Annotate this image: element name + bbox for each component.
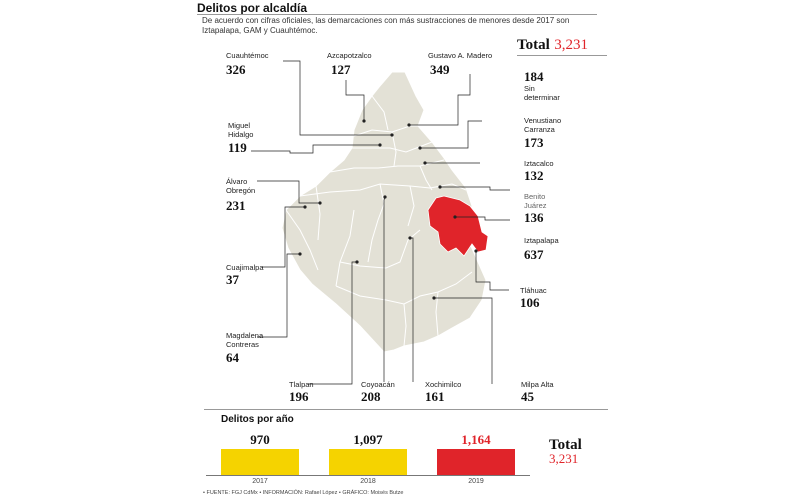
value-coyoacan: 208 <box>361 389 381 404</box>
value-azcapotzalco: 127 <box>331 62 351 77</box>
label-benito-juarez: Benito Juárez <box>524 192 547 210</box>
bar-year-2019: 2019 <box>468 478 484 485</box>
value-cuauhtemoc: 326 <box>226 62 246 77</box>
value-sin-determinar: 184 <box>524 69 544 84</box>
value-tlahuac: 106 <box>520 295 540 310</box>
bar-chart-axis <box>206 475 530 476</box>
label-cuajimalpa: Cuajimalpa <box>226 263 264 272</box>
value-alvaro-obregon: 231 <box>226 198 246 213</box>
label-tlahuac: Tláhuac <box>520 286 547 295</box>
value-gam: 349 <box>430 62 450 77</box>
value-milpa-alta: 45 <box>521 389 534 404</box>
total-divider <box>517 55 607 56</box>
year-total: Total 3,231 <box>549 437 582 467</box>
district-borders <box>285 95 473 347</box>
total-value: 3,231 <box>554 37 588 53</box>
label-magdalena-contreras: Magdalena Contreras <box>226 331 264 349</box>
value-venustiano-carranza: 173 <box>524 135 544 150</box>
label-iztacalco: Iztacalco <box>524 159 554 168</box>
value-cuajimalpa: 37 <box>226 272 239 287</box>
label-milpa-alta: Milpa Alta <box>521 380 554 389</box>
label-miguel-hidalgo: Miguel Hidalgo <box>228 121 254 139</box>
label-azcapotzalco: Azcapotzalco <box>327 51 372 60</box>
value-iztapalapa: 637 <box>524 247 544 262</box>
label-venustiano-carranza: Venustiano Carranza <box>524 116 562 134</box>
bar-value-2018: 1,097 <box>353 432 383 447</box>
iztapalapa-highlight <box>427 195 489 257</box>
page-title: Delitos por alcaldía <box>197 1 308 15</box>
label-iztapalapa: Iztapalapa <box>524 236 559 245</box>
leader-dots <box>298 119 478 300</box>
label-tlalpan: Tlalpan <box>289 380 314 389</box>
bar-2018 <box>329 449 407 475</box>
value-iztacalco: 132 <box>524 168 544 183</box>
subtitle: De acuerdo con cifras oficiales, las dem… <box>202 16 570 35</box>
year-chart-title: Delitos por año <box>221 414 294 425</box>
value-miguel-hidalgo: 119 <box>228 140 247 155</box>
total-label: Total <box>517 37 550 53</box>
section-divider <box>204 409 608 410</box>
value-magdalena-contreras: 64 <box>226 350 239 365</box>
year-total-label: Total <box>549 437 582 453</box>
value-tlalpan: 196 <box>289 389 309 404</box>
label-cuauhtemoc: Cuauhtémoc <box>226 51 269 60</box>
title-divider <box>197 14 597 15</box>
value-xochimilco: 161 <box>425 389 445 404</box>
bar-value-2019: 1,164 <box>461 432 491 447</box>
label-xochimilco: Xochimilco <box>425 380 462 389</box>
footer-credits: • FUENTE: FGJ CdMx • INFORMACIÓN: Rafael… <box>203 490 404 496</box>
bar-value-2017: 970 <box>250 432 270 447</box>
value-benito-juarez: 136 <box>524 210 544 225</box>
year-total-value: 3,231 <box>549 451 579 466</box>
label-alvaro-obregon: Álvaro Obregón <box>226 177 256 195</box>
bar-2019 <box>437 449 515 475</box>
bar-2017 <box>221 449 299 475</box>
bar-year-2018: 2018 <box>360 478 376 485</box>
label-gam: Gustavo A. Madero <box>428 51 493 60</box>
total-summary: Total 3,231 <box>517 36 588 54</box>
label-coyoacan: Coyoacán <box>361 380 395 389</box>
label-sin-determinar: Sin determinar <box>524 84 560 102</box>
bar-year-2017: 2017 <box>252 478 268 485</box>
